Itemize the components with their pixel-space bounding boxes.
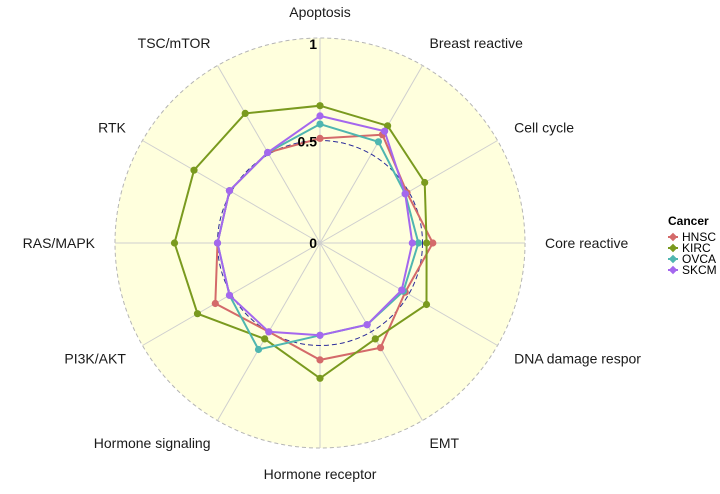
series-kirc — [170, 102, 431, 382]
data-point — [213, 239, 222, 247]
data-point — [316, 120, 324, 128]
axis-labels: Apoptosis Breast reactive Cell cycle Core r… — [23, 4, 642, 482]
ring-labels: 00.51 — [298, 36, 318, 251]
data-point — [170, 239, 179, 247]
ring-label: 1 — [309, 36, 317, 52]
axis-label: Cell cycle — [514, 120, 574, 136]
data-point — [265, 328, 273, 336]
legend-title: Cancer — [668, 214, 709, 228]
data-point — [376, 344, 385, 352]
axis-label: PI3K/AKT — [64, 351, 126, 367]
data-point — [190, 166, 198, 174]
axis-label: RTK — [98, 120, 126, 136]
data-point — [384, 122, 392, 130]
legend-label: KIRC — [682, 241, 711, 255]
data-point — [374, 138, 382, 146]
data-point — [381, 127, 389, 135]
data-point — [398, 286, 406, 294]
data-point — [422, 300, 431, 309]
axis-label: Core reactive — [545, 235, 628, 251]
data-point — [421, 178, 429, 187]
axis-label: Breast reactive — [430, 35, 524, 51]
axis-label: Apoptosis — [289, 4, 350, 20]
axis-label: EMT — [430, 435, 460, 451]
data-point — [241, 109, 249, 117]
data-point — [261, 335, 269, 343]
legend-label: SKCM — [682, 263, 717, 277]
ring-label: 0 — [309, 235, 317, 251]
data-point — [423, 239, 431, 247]
data-point — [316, 102, 324, 110]
data-point — [264, 148, 272, 157]
data-point — [316, 134, 324, 142]
data-point — [316, 331, 324, 339]
legend-item: SKCM — [668, 263, 717, 277]
legend-swatch-marker — [668, 254, 678, 264]
axis-label: DNA damage respor — [514, 351, 641, 367]
legend-swatch-marker — [668, 265, 678, 275]
data-point — [401, 190, 409, 198]
data-point — [316, 356, 324, 364]
data-point — [363, 321, 371, 329]
legend-swatch-marker — [668, 243, 678, 253]
axis-label: RAS/MAPK — [23, 235, 96, 251]
legend-swatch-marker — [668, 232, 678, 242]
data-point — [371, 335, 379, 343]
series-skcm — [213, 112, 416, 339]
spoke-line — [319, 242, 498, 346]
data-point — [225, 291, 234, 299]
data-point — [316, 374, 324, 382]
data-point — [429, 239, 437, 247]
axis-label: Hormone receptor — [264, 466, 377, 482]
data-point — [193, 310, 202, 318]
axis-label: TSC/mTOR — [138, 35, 211, 51]
legend-label: OVCA — [682, 252, 716, 266]
ring-label: 0.5 — [298, 134, 318, 150]
data-point — [408, 239, 416, 247]
data-point — [225, 187, 234, 195]
legend-label: HNSC — [682, 230, 716, 244]
data-point — [316, 112, 324, 120]
axis-label: Hormone signaling — [94, 435, 211, 451]
legend-item: OVCA — [668, 252, 716, 266]
data-point — [211, 299, 219, 308]
series-layer — [170, 102, 437, 382]
data-point — [414, 239, 422, 247]
data-point — [254, 345, 263, 354]
